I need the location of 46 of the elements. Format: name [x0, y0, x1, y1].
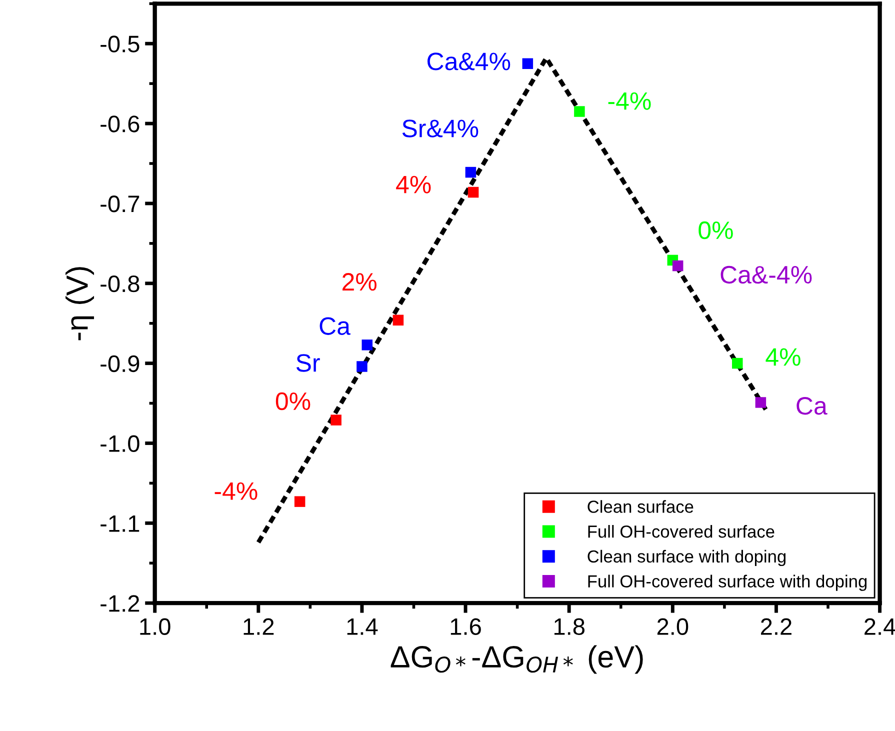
y-tick-label: -0.6 [100, 116, 140, 132]
point [522, 58, 534, 69]
point [362, 340, 373, 350]
annotation: 2% [342, 273, 376, 291]
annotation: Sr&4% [402, 120, 478, 138]
legend-label: Clean surface with doping [588, 550, 786, 566]
y-tick-label: -0.8 [100, 275, 140, 292]
point [672, 260, 684, 272]
y-tick-label: -1.0 [100, 435, 140, 452]
y-axis-title: -η (V) [66, 267, 94, 340]
point [574, 106, 585, 117]
y-tick-label: -0.7 [100, 196, 140, 212]
annotation: 0% [698, 221, 733, 240]
legend-label: Full OH-covered surface [588, 525, 774, 538]
annotation: Sr [296, 354, 320, 372]
annotation: 4% [396, 176, 431, 194]
point [468, 186, 479, 198]
annotation: Ca&4% [428, 52, 510, 70]
annotation: 0% [276, 392, 310, 410]
point [294, 496, 306, 507]
point [465, 166, 476, 178]
x-tick-label: 1.6 [450, 618, 481, 635]
y-tick-label: -1.2 [100, 595, 140, 612]
annotation: -4% [214, 482, 258, 500]
annotation: -4% [608, 92, 651, 110]
annotation: Ca [320, 317, 350, 335]
x-tick-label: 2.0 [657, 618, 688, 635]
point [330, 414, 342, 426]
point [732, 358, 743, 369]
x-tick-label: 1.0 [140, 618, 170, 635]
annotation: Ca [796, 397, 828, 415]
x-tick-label: 2.2 [761, 618, 792, 635]
legend-label: Clean surface [588, 500, 694, 513]
x-tick-label: 1.4 [347, 618, 378, 635]
annotation: Ca&-4% [720, 266, 812, 284]
x-axis-title: ΔG$_{O*}$-ΔG$_{OH*}$ (eV) [390, 645, 643, 674]
x-tick-label: 1.8 [554, 618, 584, 635]
point [392, 314, 404, 326]
y-tick-label: -0.5 [100, 36, 140, 52]
legend-label: Full OH-covered surface with doping [588, 574, 867, 591]
y-tick-label: -1.1 [100, 515, 140, 532]
annotation: 4% [766, 348, 800, 366]
point [356, 361, 368, 372]
x-tick-label: 1.2 [244, 618, 274, 635]
y-tick-label: -0.9 [100, 355, 140, 372]
point [755, 397, 766, 408]
